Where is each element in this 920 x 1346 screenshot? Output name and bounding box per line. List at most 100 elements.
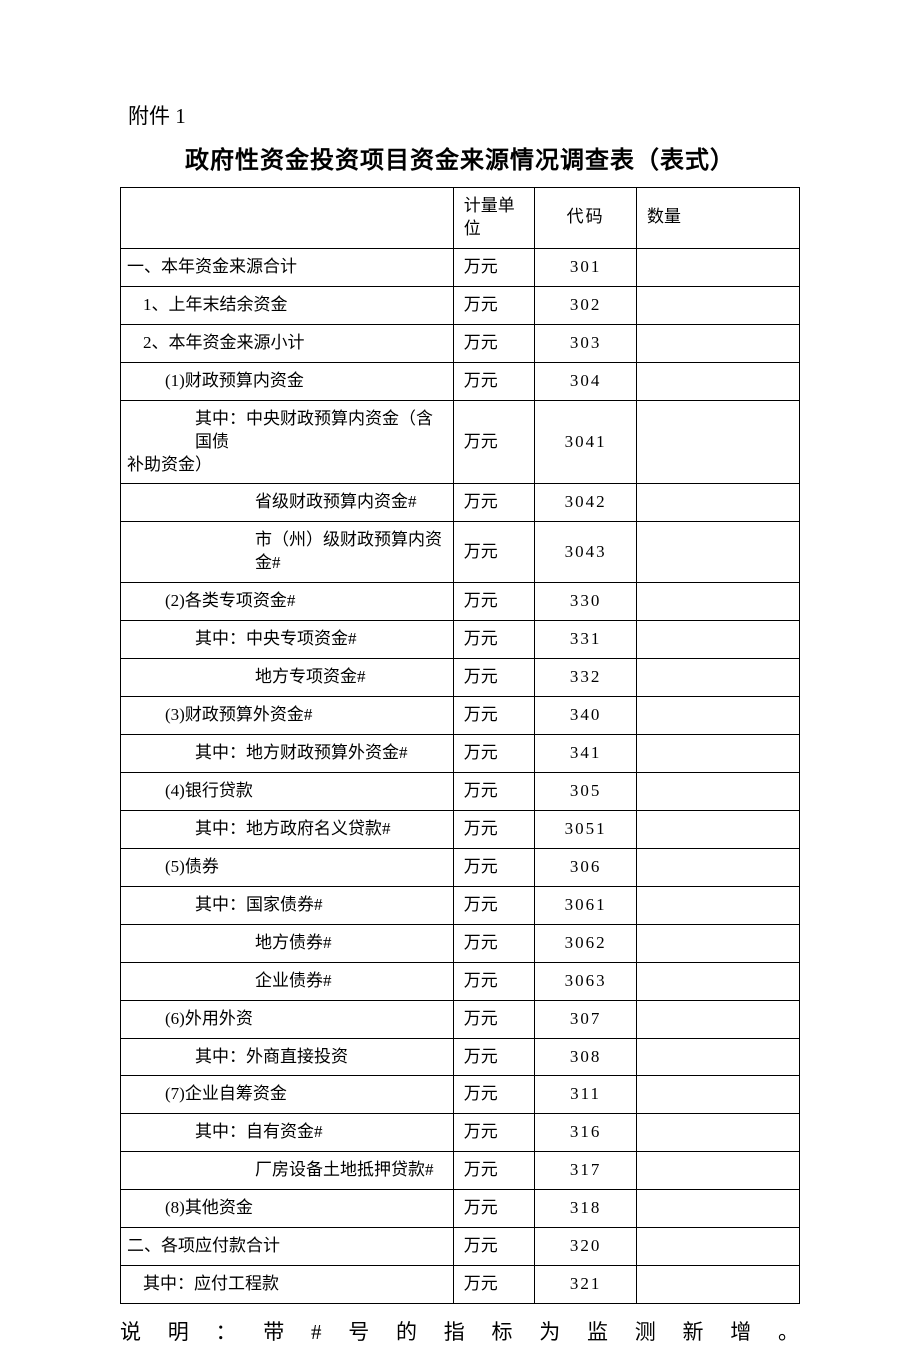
cell-unit: 万元	[453, 1266, 534, 1304]
cell-unit: 万元	[453, 583, 534, 621]
cell-code: 316	[535, 1114, 637, 1152]
cell-code: 330	[535, 583, 637, 621]
cell-code: 308	[535, 1038, 637, 1076]
cell-code: 3042	[535, 484, 637, 522]
table-row: 其中：外商直接投资万元308	[121, 1038, 800, 1076]
cell-quantity	[637, 886, 800, 924]
table-row: 其中：国家债券#万元3061	[121, 886, 800, 924]
cell-unit: 万元	[453, 286, 534, 324]
cell-code: 311	[535, 1076, 637, 1114]
table-row: 省级财政预算内资金#万元3042	[121, 484, 800, 522]
cell-quantity	[637, 659, 800, 697]
cell-item: 地方专项资金#	[121, 659, 454, 697]
cell-item: 其中：中央专项资金#	[121, 621, 454, 659]
cell-code: 304	[535, 362, 637, 400]
cell-code: 321	[535, 1266, 637, 1304]
cell-quantity	[637, 621, 800, 659]
cell-unit: 万元	[453, 1152, 534, 1190]
cell-item: 一、本年资金来源合计	[121, 248, 454, 286]
cell-item: 其中：应付工程款	[121, 1266, 454, 1304]
cell-unit: 万元	[453, 810, 534, 848]
cell-quantity	[637, 248, 800, 286]
cell-unit: 万元	[453, 362, 534, 400]
cell-unit: 万元	[453, 924, 534, 962]
cell-code: 301	[535, 248, 637, 286]
cell-item: 其中：地方财政预算外资金#	[121, 735, 454, 773]
cell-unit: 万元	[453, 1038, 534, 1076]
cell-item: (4)银行贷款	[121, 772, 454, 810]
cell-code: 341	[535, 735, 637, 773]
cell-quantity	[637, 1152, 800, 1190]
cell-quantity	[637, 400, 800, 484]
cell-item: 其中：地方政府名义贷款#	[121, 810, 454, 848]
cell-quantity	[637, 962, 800, 1000]
cell-code: 340	[535, 697, 637, 735]
table-row: 地方专项资金#万元332	[121, 659, 800, 697]
cell-quantity	[637, 1076, 800, 1114]
table-row: 其中：地方政府名义贷款#万元3051	[121, 810, 800, 848]
cell-code: 303	[535, 324, 637, 362]
col-header-item	[121, 188, 454, 249]
cell-quantity	[637, 697, 800, 735]
cell-quantity	[637, 1114, 800, 1152]
cell-item: (3)财政预算外资金#	[121, 697, 454, 735]
cell-unit: 万元	[453, 1076, 534, 1114]
cell-unit: 万元	[453, 659, 534, 697]
cell-quantity	[637, 1266, 800, 1304]
cell-quantity	[637, 362, 800, 400]
cell-code: 305	[535, 772, 637, 810]
cell-unit: 万元	[453, 1000, 534, 1038]
cell-unit: 万元	[453, 484, 534, 522]
cell-code: 3051	[535, 810, 637, 848]
cell-code: 302	[535, 286, 637, 324]
cell-unit: 万元	[453, 772, 534, 810]
table-row: 市（州）级财政预算内资金#万元3043	[121, 522, 800, 583]
table-row: (7)企业自筹资金万元311	[121, 1076, 800, 1114]
cell-quantity	[637, 1190, 800, 1228]
cell-code: 307	[535, 1000, 637, 1038]
table-row: 二、各项应付款合计万元320	[121, 1228, 800, 1266]
cell-quantity	[637, 772, 800, 810]
cell-unit: 万元	[453, 735, 534, 773]
cell-unit: 万元	[453, 621, 534, 659]
cell-quantity	[637, 1000, 800, 1038]
cell-item: 2、本年资金来源小计	[121, 324, 454, 362]
cell-quantity	[637, 810, 800, 848]
table-row: (1)财政预算内资金万元304	[121, 362, 800, 400]
cell-item: (5)债券	[121, 848, 454, 886]
table-row: 其中：自有资金#万元316	[121, 1114, 800, 1152]
col-header-code: 代码	[535, 188, 637, 249]
cell-item: (6)外用外资	[121, 1000, 454, 1038]
cell-code: 318	[535, 1190, 637, 1228]
funds-table: 计量单位 代码 数量 一、本年资金来源合计万元3011、上年末结余资金万元302…	[120, 187, 800, 1304]
cell-item: (7)企业自筹资金	[121, 1076, 454, 1114]
cell-unit: 万元	[453, 324, 534, 362]
cell-quantity	[637, 1038, 800, 1076]
cell-quantity	[637, 522, 800, 583]
table-row: 企业债券#万元3063	[121, 962, 800, 1000]
cell-unit: 万元	[453, 1114, 534, 1152]
table-row: (2)各类专项资金#万元330	[121, 583, 800, 621]
table-row: 其中：地方财政预算外资金#万元341	[121, 735, 800, 773]
cell-code: 320	[535, 1228, 637, 1266]
cell-quantity	[637, 286, 800, 324]
col-header-quantity: 数量	[637, 188, 800, 249]
table-row: (6)外用外资万元307	[121, 1000, 800, 1038]
table-row: 其中：中央专项资金#万元331	[121, 621, 800, 659]
cell-unit: 万元	[453, 886, 534, 924]
cell-quantity	[637, 924, 800, 962]
cell-unit: 万元	[453, 400, 534, 484]
cell-item: 地方债券#	[121, 924, 454, 962]
cell-item: 二、各项应付款合计	[121, 1228, 454, 1266]
cell-item: 其中：中央财政预算内资金（含国债补助资金）	[121, 400, 454, 484]
table-row: 地方债券#万元3062	[121, 924, 800, 962]
table-row: (3)财政预算外资金#万元340	[121, 697, 800, 735]
cell-unit: 万元	[453, 1228, 534, 1266]
cell-item: 厂房设备土地抵押贷款#	[121, 1152, 454, 1190]
cell-unit: 万元	[453, 1190, 534, 1228]
cell-unit: 万元	[453, 522, 534, 583]
cell-item: 其中：国家债券#	[121, 886, 454, 924]
cell-quantity	[637, 583, 800, 621]
cell-item: (1)财政预算内资金	[121, 362, 454, 400]
cell-quantity	[637, 735, 800, 773]
